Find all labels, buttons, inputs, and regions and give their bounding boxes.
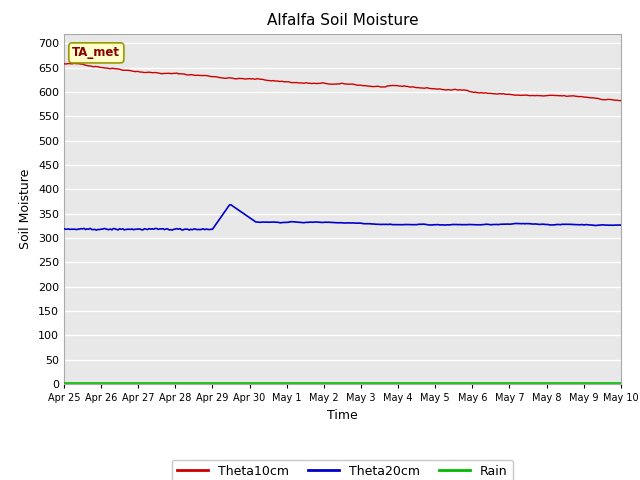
- Title: Alfalfa Soil Moisture: Alfalfa Soil Moisture: [267, 13, 418, 28]
- Text: TA_met: TA_met: [72, 47, 120, 60]
- Y-axis label: Soil Moisture: Soil Moisture: [19, 168, 33, 249]
- Legend: Theta10cm, Theta20cm, Rain: Theta10cm, Theta20cm, Rain: [172, 460, 513, 480]
- X-axis label: Time: Time: [327, 408, 358, 421]
